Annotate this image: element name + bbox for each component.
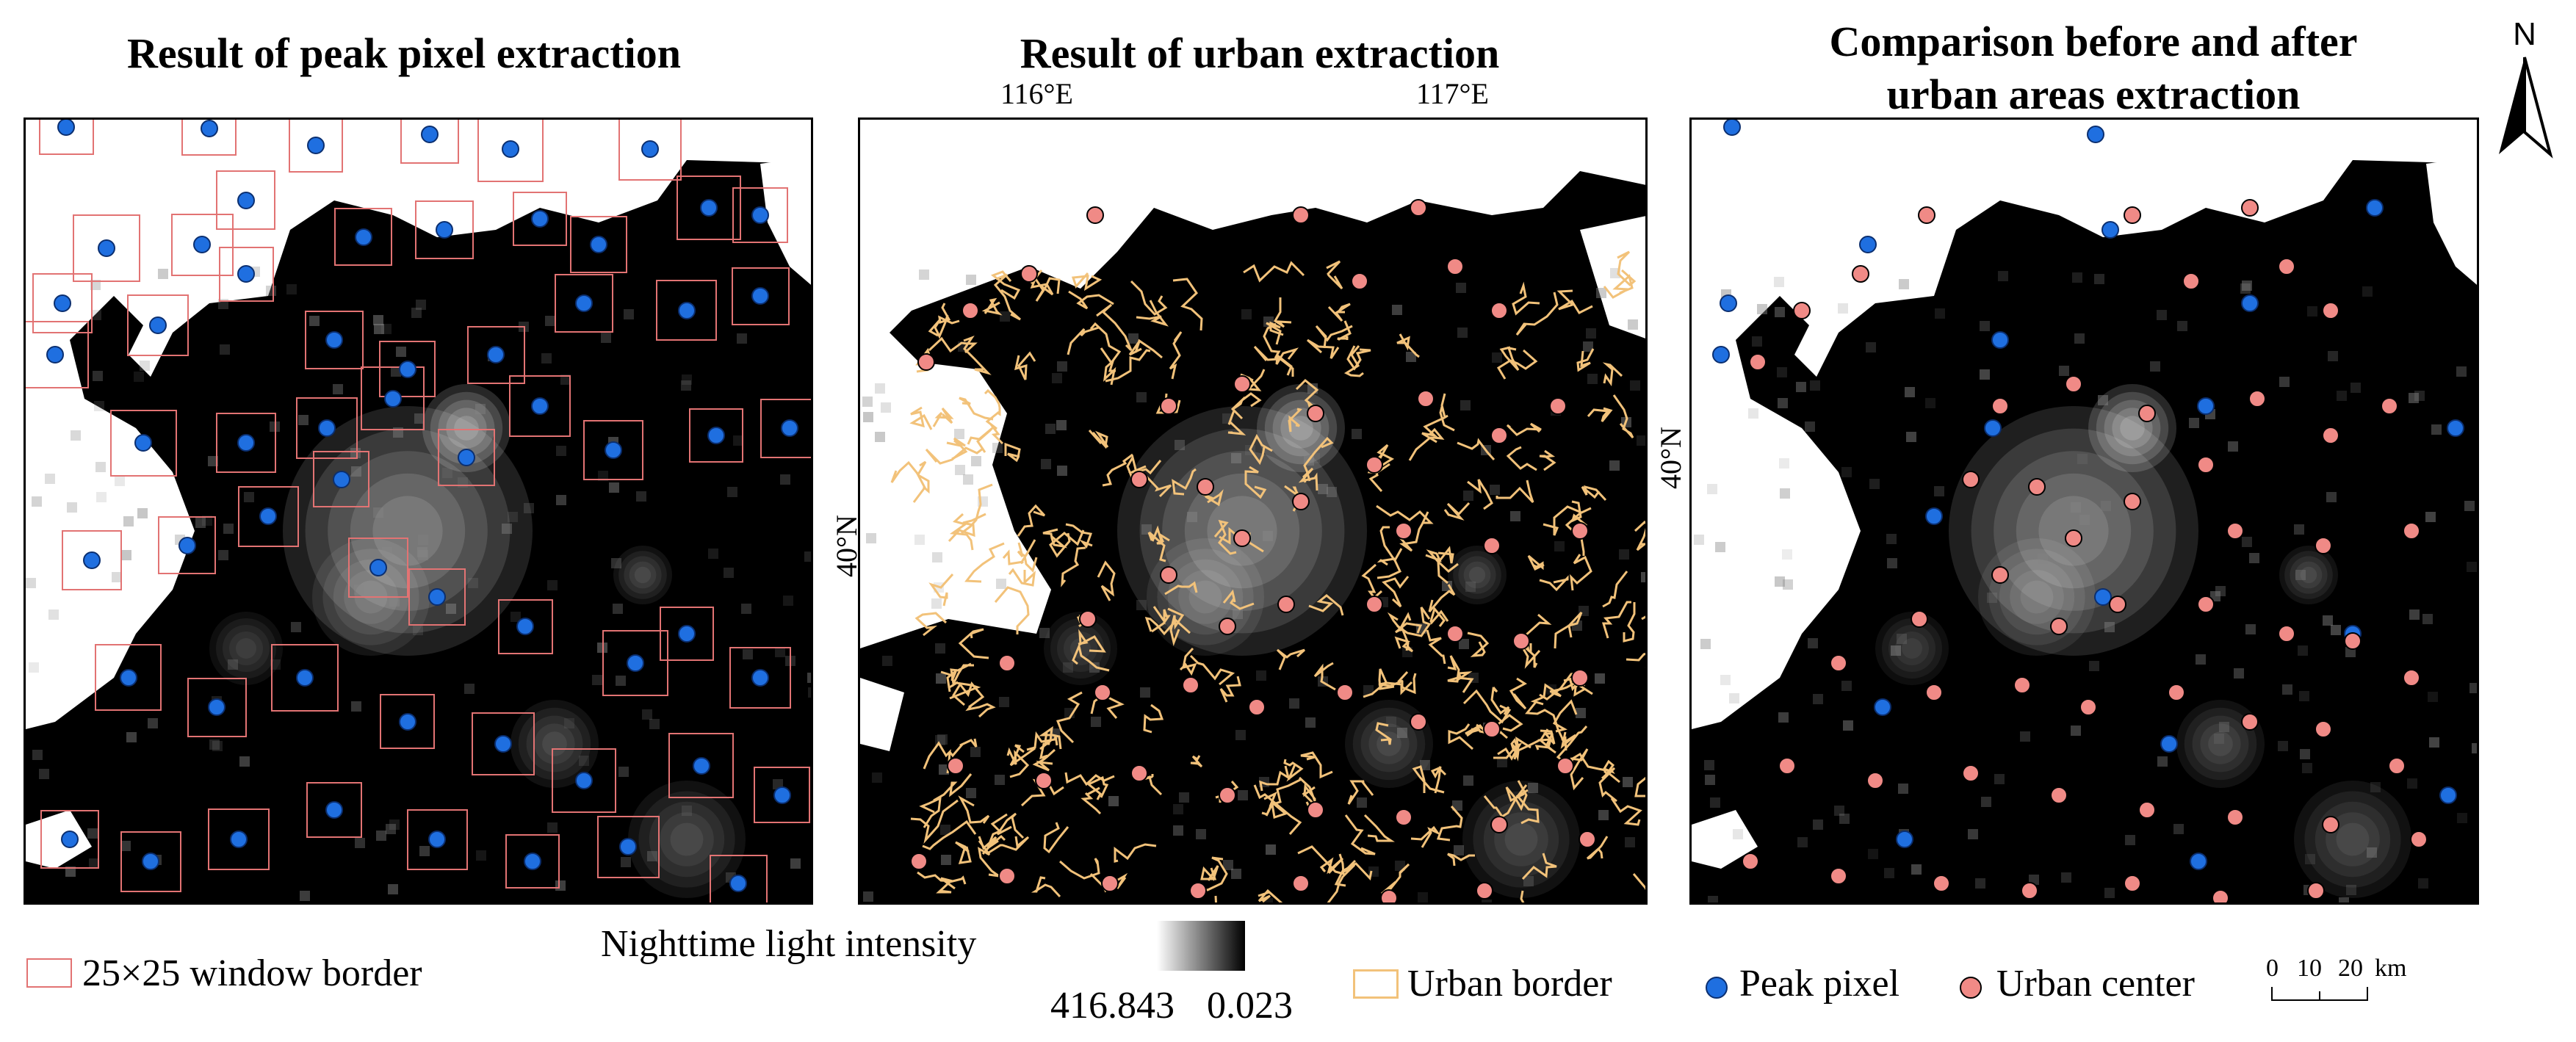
scale-bar-line [2271, 987, 2368, 1001]
scale-label-20: 20 [2338, 955, 2363, 982]
map-panel-comparison [1689, 117, 2479, 905]
legend-peak-pixel-label: Peak pixel [1739, 963, 1900, 1005]
north-arrow: N [2492, 16, 2558, 159]
legend-ntl-title: Nighttime light intensity [601, 923, 977, 965]
legend-urban-center-swatch [1960, 977, 1982, 999]
map-panel-peak-pixel [24, 117, 813, 905]
panel-title-right-line2: urban areas extraction [1886, 70, 2301, 118]
lon-label-117: 117°E [1416, 77, 1489, 110]
panel-title-middle: Result of urban extraction [1020, 29, 1500, 77]
lat-label-middle: 40°N [829, 515, 863, 577]
map-comparison-svg [1692, 120, 2477, 902]
panel-title-left: Result of peak pixel extraction [127, 29, 681, 77]
scale-label-10: 10 [2297, 955, 2322, 982]
legend-window-label: 25×25 window border [82, 952, 422, 994]
scale-label-0: 0 [2266, 955, 2279, 982]
legend-urban-border-swatch [1353, 969, 1399, 999]
lon-label-116: 116°E [1000, 77, 1073, 110]
map-panel-urban [858, 117, 1648, 905]
scale-label-unit: km [2375, 955, 2407, 982]
legend-urban-border-label: Urban border [1407, 963, 1612, 1005]
panel-title-right-line1: Comparison before and after [1829, 18, 2358, 65]
north-label: N [2513, 16, 2536, 52]
legend-urban-center-label: Urban center [1996, 963, 2195, 1005]
lat-label-right: 40°N [1653, 427, 1687, 489]
legend-ntl-gradient [1157, 921, 1245, 971]
legend-peak-pixel-swatch [1706, 977, 1728, 999]
legend-window-swatch [26, 958, 72, 988]
map-urban-svg [860, 120, 1645, 902]
legend-ntl-min: 0.023 [1207, 985, 1293, 1027]
scale-bar: 0 10 20 km [2266, 955, 2442, 1013]
legend-ntl-max: 416.843 [1050, 985, 1175, 1027]
north-arrow-icon [2499, 57, 2553, 159]
map-peak-pixel-svg [26, 120, 811, 902]
